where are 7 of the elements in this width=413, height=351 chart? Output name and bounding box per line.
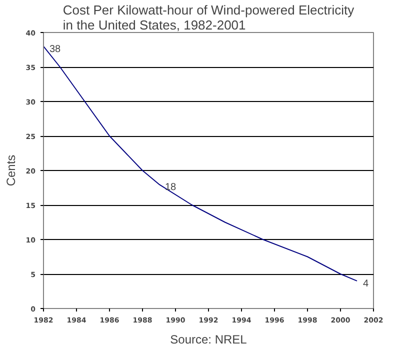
y-axis-title: Cents <box>4 154 18 186</box>
data-label: 4 <box>363 278 369 290</box>
data-label: 18 <box>165 182 177 193</box>
source-note: Source: NREL <box>170 332 248 346</box>
chart-title: Cost Per Kilowatt-hour of Wind-powered Electricity in the United States, 1982-2001 <box>62 2 355 32</box>
data-label: 38 <box>50 44 62 55</box>
line-series <box>44 46 358 282</box>
